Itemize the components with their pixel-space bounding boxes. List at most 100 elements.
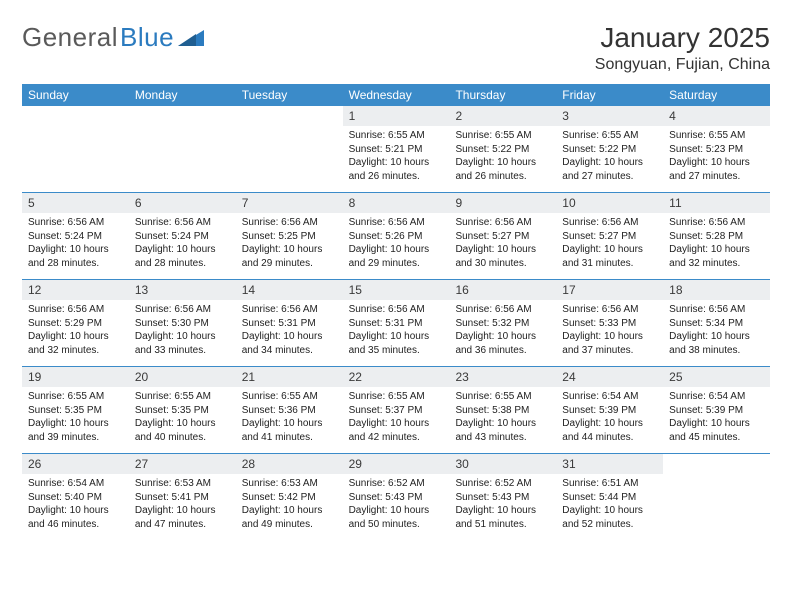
sunrise-text: Sunrise: 6:56 AM xyxy=(669,303,764,317)
day-cell: . xyxy=(129,106,236,192)
day-body: Sunrise: 6:55 AMSunset: 5:35 PMDaylight:… xyxy=(22,390,129,444)
day-body: Sunrise: 6:55 AMSunset: 5:22 PMDaylight:… xyxy=(556,129,663,183)
day-number: 31 xyxy=(556,454,663,474)
sunrise-text: Sunrise: 6:56 AM xyxy=(455,303,550,317)
day-body: Sunrise: 6:56 AMSunset: 5:29 PMDaylight:… xyxy=(22,303,129,357)
day-cell: 13Sunrise: 6:56 AMSunset: 5:30 PMDayligh… xyxy=(129,280,236,366)
sunset-text: Sunset: 5:42 PM xyxy=(242,491,337,505)
sunset-text: Sunset: 5:34 PM xyxy=(669,317,764,331)
sunset-text: Sunset: 5:31 PM xyxy=(242,317,337,331)
sunrise-text: Sunrise: 6:55 AM xyxy=(669,129,764,143)
day-number: 21 xyxy=(236,367,343,387)
day-cell: . xyxy=(236,106,343,192)
triangle-icon xyxy=(178,22,204,53)
day-cell: 8Sunrise: 6:56 AMSunset: 5:26 PMDaylight… xyxy=(343,193,450,279)
sunrise-text: Sunrise: 6:53 AM xyxy=(135,477,230,491)
sunrise-text: Sunrise: 6:56 AM xyxy=(28,216,123,230)
day-body: Sunrise: 6:55 AMSunset: 5:22 PMDaylight:… xyxy=(449,129,556,183)
calendar-page: GeneralBlue January 2025 Songyuan, Fujia… xyxy=(0,0,792,540)
day-cell: . xyxy=(22,106,129,192)
day-cell: 30Sunrise: 6:52 AMSunset: 5:43 PMDayligh… xyxy=(449,454,556,540)
day-cell: 5Sunrise: 6:56 AMSunset: 5:24 PMDaylight… xyxy=(22,193,129,279)
day-body: Sunrise: 6:55 AMSunset: 5:35 PMDaylight:… xyxy=(129,390,236,444)
daylight-text: Daylight: 10 hours and 43 minutes. xyxy=(455,417,550,444)
day-number: 30 xyxy=(449,454,556,474)
daylight-text: Daylight: 10 hours and 35 minutes. xyxy=(349,330,444,357)
daylight-text: Daylight: 10 hours and 47 minutes. xyxy=(135,504,230,531)
day-number: 8 xyxy=(343,193,450,213)
day-number: 17 xyxy=(556,280,663,300)
sunrise-text: Sunrise: 6:55 AM xyxy=(135,390,230,404)
day-body: Sunrise: 6:56 AMSunset: 5:27 PMDaylight:… xyxy=(449,216,556,270)
day-body: Sunrise: 6:55 AMSunset: 5:37 PMDaylight:… xyxy=(343,390,450,444)
daylight-text: Daylight: 10 hours and 44 minutes. xyxy=(562,417,657,444)
day-body: Sunrise: 6:55 AMSunset: 5:36 PMDaylight:… xyxy=(236,390,343,444)
day-cell: 21 Sunrise: 6:55 AMSunset: 5:36 PMDayligh… xyxy=(236,367,343,453)
calendar: Sunday Monday Tuesday Wednesday Thursday… xyxy=(22,84,770,540)
sunset-text: Sunset: 5:27 PM xyxy=(455,230,550,244)
dow-thu: Thursday xyxy=(449,84,556,106)
day-cell: 14Sunrise: 6:56 AMSunset: 5:31 PMDayligh… xyxy=(236,280,343,366)
day-cell: 26Sunrise: 6:54 AMSunset: 5:40 PMDayligh… xyxy=(22,454,129,540)
day-number: 1 xyxy=(343,106,450,126)
day-cell: 9Sunrise: 6:56 AMSunset: 5:27 PMDaylight… xyxy=(449,193,556,279)
day-number: 2 xyxy=(449,106,556,126)
day-cell: 3 Sunrise: 6:55 AMSunset: 5:22 PMDaylight… xyxy=(556,106,663,192)
day-number: 7 xyxy=(236,193,343,213)
daylight-text: Daylight: 10 hours and 28 minutes. xyxy=(135,243,230,270)
location: Songyuan, Fujian, China xyxy=(595,56,770,74)
day-body: Sunrise: 6:56 AMSunset: 5:25 PMDaylight:… xyxy=(236,216,343,270)
day-body: Sunrise: 6:51 AMSunset: 5:44 PMDaylight:… xyxy=(556,477,663,531)
sunset-text: Sunset: 5:36 PM xyxy=(242,404,337,418)
brand-part1: General xyxy=(22,22,118,53)
day-cell: 2 Sunrise: 6:55 AMSunset: 5:22 PMDaylight… xyxy=(449,106,556,192)
sunrise-text: Sunrise: 6:55 AM xyxy=(455,129,550,143)
day-cell: 27Sunrise: 6:53 AMSunset: 5:41 PMDayligh… xyxy=(129,454,236,540)
week-row: ...1Sunrise: 6:55 AMSunset: 5:21 PMDayli… xyxy=(22,106,770,192)
day-number: 11 xyxy=(663,193,770,213)
daylight-text: Daylight: 10 hours and 32 minutes. xyxy=(28,330,123,357)
sunrise-text: Sunrise: 6:56 AM xyxy=(28,303,123,317)
day-cell: 4Sunrise: 6:55 AMSunset: 5:23 PMDaylight… xyxy=(663,106,770,192)
daylight-text: Daylight: 10 hours and 49 minutes. xyxy=(242,504,337,531)
day-body: Sunrise: 6:56 AMSunset: 5:28 PMDaylight:… xyxy=(663,216,770,270)
daylight-text: Daylight: 10 hours and 51 minutes. xyxy=(455,504,550,531)
dow-sat: Saturday xyxy=(663,84,770,106)
sunrise-text: Sunrise: 6:51 AM xyxy=(562,477,657,491)
day-number: 29 xyxy=(343,454,450,474)
day-body: Sunrise: 6:56 AMSunset: 5:31 PMDaylight:… xyxy=(343,303,450,357)
day-cell: 10Sunrise: 6:56 AMSunset: 5:27 PMDayligh… xyxy=(556,193,663,279)
sunset-text: Sunset: 5:43 PM xyxy=(349,491,444,505)
day-number: 19 xyxy=(22,367,129,387)
sunrise-text: Sunrise: 6:56 AM xyxy=(562,303,657,317)
daylight-text: Daylight: 10 hours and 29 minutes. xyxy=(349,243,444,270)
sunrise-text: Sunrise: 6:55 AM xyxy=(349,129,444,143)
day-number: 24 xyxy=(556,367,663,387)
day-cell: 19 Sunrise: 6:55 AMSunset: 5:35 PMDayligh… xyxy=(22,367,129,453)
sunset-text: Sunset: 5:35 PM xyxy=(28,404,123,418)
sunset-text: Sunset: 5:22 PM xyxy=(562,143,657,157)
brand-logo: GeneralBlue xyxy=(22,22,204,53)
day-cell: 24Sunrise: 6:54 AMSunset: 5:39 PMDayligh… xyxy=(556,367,663,453)
sunset-text: Sunset: 5:28 PM xyxy=(669,230,764,244)
sunrise-text: Sunrise: 6:55 AM xyxy=(242,390,337,404)
sunrise-text: Sunrise: 6:55 AM xyxy=(28,390,123,404)
sunset-text: Sunset: 5:44 PM xyxy=(562,491,657,505)
day-body: Sunrise: 6:54 AMSunset: 5:40 PMDaylight:… xyxy=(22,477,129,531)
daylight-text: Daylight: 10 hours and 26 minutes. xyxy=(349,156,444,183)
weeks-container: ...1Sunrise: 6:55 AMSunset: 5:21 PMDayli… xyxy=(22,106,770,540)
sunrise-text: Sunrise: 6:56 AM xyxy=(349,303,444,317)
day-number: 4 xyxy=(663,106,770,126)
daylight-text: Daylight: 10 hours and 38 minutes. xyxy=(669,330,764,357)
sunset-text: Sunset: 5:21 PM xyxy=(349,143,444,157)
day-body: Sunrise: 6:56 AMSunset: 5:32 PMDaylight:… xyxy=(449,303,556,357)
sunrise-text: Sunrise: 6:56 AM xyxy=(135,303,230,317)
day-cell: 6Sunrise: 6:56 AMSunset: 5:24 PMDaylight… xyxy=(129,193,236,279)
week-row: 12Sunrise: 6:56 AMSunset: 5:29 PMDayligh… xyxy=(22,279,770,366)
sunrise-text: Sunrise: 6:56 AM xyxy=(669,216,764,230)
day-body: Sunrise: 6:56 AMSunset: 5:33 PMDaylight:… xyxy=(556,303,663,357)
dow-fri: Friday xyxy=(556,84,663,106)
day-cell: 20Sunrise: 6:55 AMSunset: 5:35 PMDayligh… xyxy=(129,367,236,453)
day-number: 3 xyxy=(556,106,663,126)
day-body: Sunrise: 6:56 AMSunset: 5:24 PMDaylight:… xyxy=(22,216,129,270)
